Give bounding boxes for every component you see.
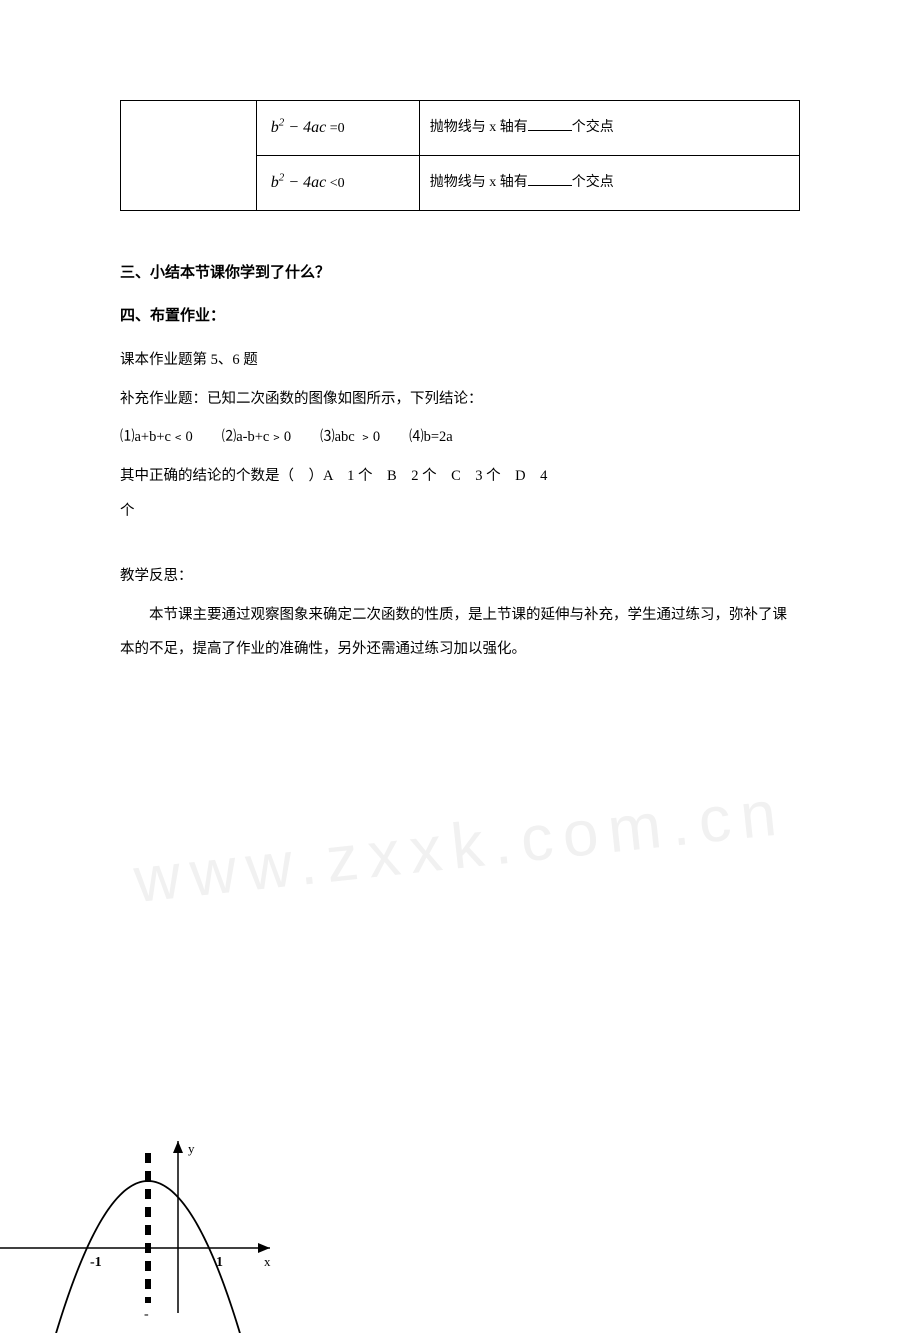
watermark: www.zxxk.com.cn	[130, 775, 789, 917]
desc-pre: 抛物线与 x 轴有	[430, 120, 528, 135]
desc-cell: 抛物线与 x 轴有 个交点	[419, 155, 799, 210]
formula-cell: b2 − 4ac <0	[256, 155, 419, 210]
fill-blank[interactable]	[528, 117, 572, 131]
section-4-heading: 四、布置作业：	[120, 304, 800, 325]
cell-formula: b2 − 4ac =0	[271, 121, 345, 136]
formula-cell: b2 − 4ac =0	[256, 101, 419, 156]
homework-options: ⑴a+b+c﹤0 ⑵a-b+c﹥0 ⑶abc ﹥0 ⑷b=2a	[120, 420, 550, 455]
homework-question: 其中正确的结论的个数是（ ）A 1 个 B 2 个 C 3 个 D 4 个	[120, 459, 550, 529]
fill-blank[interactable]	[528, 172, 572, 186]
desc-post: 个交点	[572, 175, 614, 190]
reflection-para: 本节课主要通过观察图象来确定二次函数的性质，是上节课的延伸与补充，学生通过练习，…	[120, 598, 800, 668]
homework-line-1: 课本作业题第 5、6 题	[120, 343, 800, 378]
svg-text:-1: -1	[90, 1255, 102, 1270]
section-3-heading: 三、小结本节课你学到了什么？	[120, 261, 800, 282]
reflection-title: 教学反思：	[120, 559, 800, 594]
svg-text:x: x	[264, 1254, 271, 1269]
parabola-svg: x y -1 1 -	[0, 1133, 280, 1333]
table-left-empty	[121, 101, 257, 211]
discriminant-table: b2 − 4ac =0 抛物线与 x 轴有个交点 b2 − 4ac <0 抛物线…	[120, 100, 800, 211]
svg-text:y: y	[188, 1141, 195, 1156]
document-content: b2 − 4ac =0 抛物线与 x 轴有个交点 b2 − 4ac <0 抛物线…	[0, 0, 920, 751]
desc-pre: 抛物线与 x 轴有	[430, 175, 528, 190]
cell-formula: b2 − 4ac <0	[271, 176, 345, 191]
desc-post: 个交点	[572, 120, 614, 135]
homework-line-2: 补充作业题：已知二次函数的图像如图所示，下列结论：	[120, 382, 800, 417]
desc-cell: 抛物线与 x 轴有 个交点	[419, 101, 799, 156]
svg-text:1: 1	[216, 1255, 223, 1270]
table-row: b2 − 4ac =0 抛物线与 x 轴有 个交点	[121, 101, 800, 156]
svg-text:-: -	[144, 1307, 149, 1322]
parabola-chart: x y -1 1 -	[0, 1133, 280, 1333]
